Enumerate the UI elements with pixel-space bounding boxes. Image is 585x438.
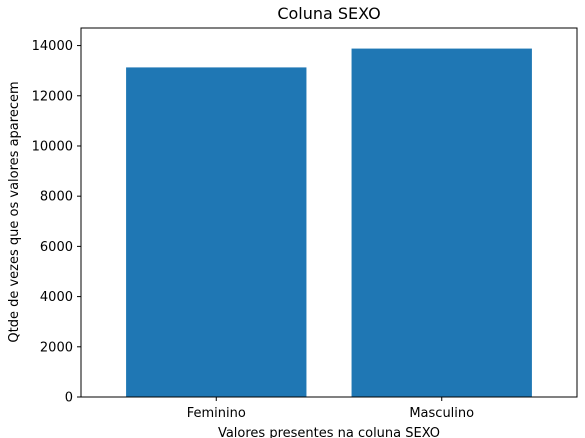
bars-layer [126,48,532,397]
bar-masculino [351,48,532,397]
y-tick-label: 4000 [40,290,73,305]
y-tick-label: 6000 [40,240,73,255]
y-tick-label: 10000 [32,139,73,154]
y-tick-label: 14000 [32,39,73,54]
y-tick-label: 12000 [32,89,73,104]
plot-frame [80,27,578,398]
y-tick-label: 8000 [40,190,73,205]
x-axis: Feminino Masculino [187,397,474,421]
y-tick-label: 2000 [40,340,73,355]
chart-title: Coluna SEXO [277,4,380,23]
y-axis-title: Qtde de vezes que os valores aparecem [7,81,22,342]
x-axis-title: Valores presentes na coluna SEXO [218,426,440,438]
x-tick-label: Feminino [187,406,246,421]
x-tick-label: Masculino [409,406,474,421]
y-tick-label: 0 [65,391,73,406]
bar-feminino [126,67,307,397]
y-axis: 0 2000 4000 6000 8000 10000 12000 14000 [32,39,81,406]
